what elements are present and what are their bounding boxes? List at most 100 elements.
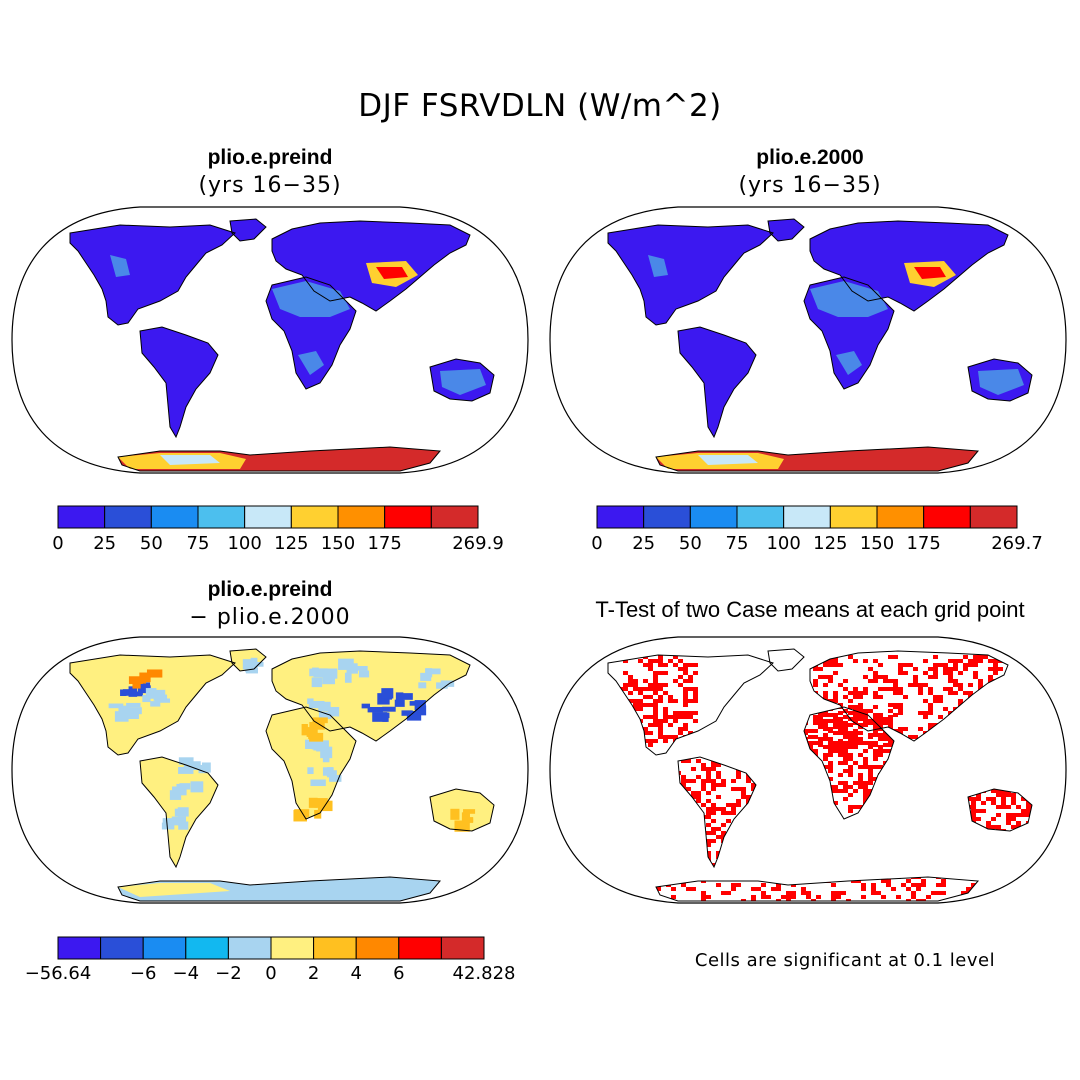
significant-cell	[858, 781, 863, 785]
landmass-southAmerica	[678, 327, 756, 437]
significant-cell	[706, 895, 711, 899]
significant-cell	[928, 703, 933, 707]
significant-cell	[858, 713, 863, 717]
anomaly-cell	[338, 658, 354, 670]
significant-cell	[716, 795, 721, 799]
significant-cell	[843, 749, 848, 753]
anomaly-cell	[322, 668, 338, 679]
significant-cell	[933, 671, 938, 675]
significant-cell	[858, 691, 863, 695]
anomaly-cell	[139, 672, 151, 683]
significant-cell	[903, 695, 908, 699]
significant-cell	[881, 879, 886, 883]
significant-cell	[658, 663, 663, 667]
significant-cell	[868, 709, 873, 713]
significant-cell	[978, 679, 983, 683]
significant-cell	[863, 691, 868, 695]
significant-cell	[706, 799, 711, 803]
significant-cell	[843, 709, 848, 713]
significant-cell	[936, 891, 941, 895]
significant-cell	[948, 671, 953, 675]
significant-cell	[888, 721, 893, 725]
anomaly-cell	[108, 703, 124, 709]
sahara-region	[272, 281, 350, 317]
significant-cell	[911, 895, 916, 899]
significant-cell	[898, 663, 903, 667]
significant-cell	[668, 659, 673, 663]
significant-cell	[948, 675, 953, 679]
significant-cell	[678, 659, 683, 663]
anomaly-cell	[425, 668, 433, 678]
significant-cell	[686, 759, 691, 763]
significant-cell	[663, 671, 668, 675]
significant-cell	[683, 699, 688, 703]
significant-cell	[701, 803, 706, 807]
significant-cell	[706, 771, 711, 775]
significant-cell	[921, 899, 926, 901]
significant-cell	[688, 663, 693, 667]
significant-cell	[848, 711, 853, 715]
significant-cell	[1011, 797, 1016, 801]
significant-cell	[803, 729, 808, 733]
colorbar-swatch	[876, 505, 925, 529]
map-ttest	[549, 636, 1067, 904]
significant-cell	[993, 667, 998, 671]
significant-cell	[863, 761, 868, 765]
colorbar-swatch	[783, 505, 831, 529]
significant-cell	[623, 687, 628, 691]
significant-cell	[673, 663, 678, 667]
significant-cell	[978, 683, 983, 687]
significant-cell	[843, 725, 848, 729]
significant-cell	[853, 805, 858, 809]
significant-cell	[663, 691, 668, 695]
significant-cell	[868, 781, 873, 785]
significant-cell	[721, 811, 726, 815]
significant-cell	[833, 659, 838, 663]
significant-cell	[888, 737, 893, 741]
significant-cell	[968, 683, 973, 687]
colorbar-tick-label: −6	[129, 963, 157, 984]
significant-cell	[873, 675, 878, 679]
colorbar-diff	[57, 936, 485, 960]
significant-cell	[863, 757, 868, 761]
significant-cell	[813, 749, 818, 753]
significant-cell	[663, 715, 668, 719]
significant-cell	[873, 777, 878, 781]
anomaly-cell	[198, 764, 208, 774]
significant-cell	[828, 713, 833, 717]
landmass-southAmerica	[140, 327, 218, 437]
anomaly-cell	[155, 689, 166, 701]
significant-cell	[711, 819, 716, 823]
significant-cell	[928, 723, 933, 727]
significant-cell	[711, 767, 716, 771]
significant-cell	[671, 887, 676, 891]
significant-cell	[688, 731, 693, 735]
significant-cell	[933, 699, 938, 703]
significant-cell	[706, 807, 711, 811]
panel-2000-subtitle: (yrs 16−35)	[738, 173, 882, 198]
anomaly-cell	[190, 781, 204, 793]
significant-cell	[833, 731, 838, 735]
significant-cell	[863, 721, 868, 725]
significant-cell	[906, 879, 911, 883]
anomaly-cell	[185, 761, 201, 771]
significant-cell	[1011, 817, 1016, 821]
significant-cell	[948, 691, 953, 695]
significant-cell	[943, 671, 948, 675]
significant-cell	[1011, 825, 1016, 829]
significant-cell	[873, 679, 878, 683]
significant-cell	[828, 663, 833, 667]
significant-cell	[633, 683, 638, 687]
significant-cell	[648, 743, 653, 747]
significant-cell	[996, 789, 1001, 793]
significant-cell	[843, 741, 848, 745]
significant-cell	[883, 743, 888, 747]
significant-cell	[928, 667, 933, 671]
significant-cell	[838, 725, 843, 729]
anomaly-cell	[322, 767, 334, 776]
significant-cell	[883, 675, 888, 679]
significant-cell	[833, 749, 838, 753]
anomaly-cell	[344, 672, 352, 683]
significant-cell	[716, 783, 721, 787]
significant-cell	[838, 731, 843, 735]
